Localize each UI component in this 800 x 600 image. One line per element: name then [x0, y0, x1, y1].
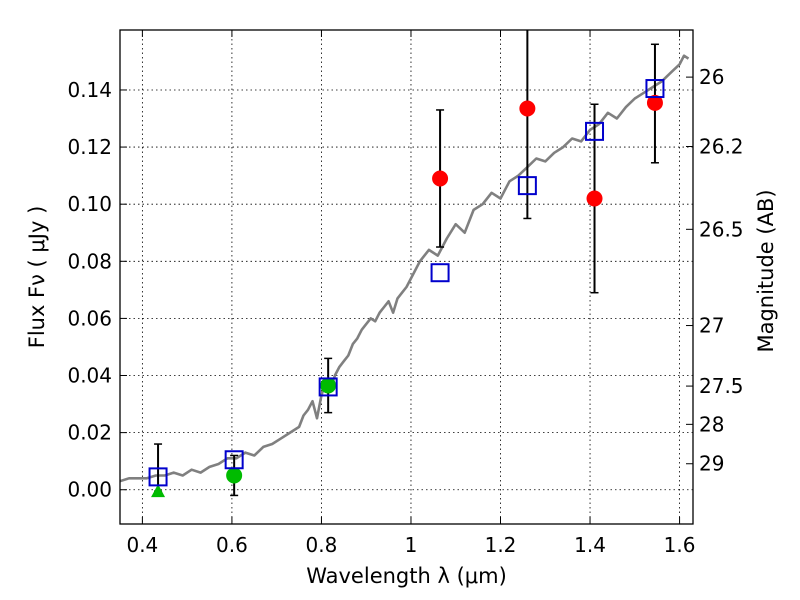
y2-tick-label: 27.5	[699, 374, 744, 398]
y-tick-label: 0.08	[67, 249, 112, 273]
data-point-circle	[226, 467, 243, 484]
data-point-square	[224, 450, 244, 470]
data-point-square	[585, 121, 605, 141]
data-point-circle	[519, 100, 536, 117]
y2-tick-label: 27	[699, 314, 724, 338]
x-tick-label: 0.8	[306, 533, 338, 557]
model-spectrum-line	[119, 54, 690, 483]
y-tick-label: 0.14	[67, 78, 112, 102]
data-point-circle	[586, 190, 603, 207]
x-tick-label: 1.6	[664, 533, 696, 557]
x-tick-label: 1.4	[574, 533, 606, 557]
y-tick-label: 0.10	[67, 192, 112, 216]
data-point-circle	[320, 377, 337, 394]
data-point-circle	[646, 94, 663, 111]
x-tick-label: 1	[405, 533, 418, 557]
y2-tick-label: 26.5	[699, 217, 744, 241]
y2-tick-label: 28	[699, 412, 724, 436]
x-tick-label: 1.2	[485, 533, 517, 557]
data-point-square	[318, 377, 338, 397]
y2-tick-label: 26.2	[699, 135, 744, 159]
y-axis-label: Flux Fν ( μJy )	[25, 206, 49, 349]
y2-tick-label: 26	[699, 65, 724, 89]
x-axis-label: Wavelength λ (μm)	[306, 564, 507, 588]
y2-axis-label: Magnitude (AB)	[754, 189, 778, 352]
grid-lines	[120, 30, 693, 524]
data-point-square	[645, 79, 665, 99]
axis-ticks: 0.4 0.6 0.8 1 1.2 1.4 1.6 0.00 0.02 0.04 0.06 0.08 0…	[67, 30, 744, 557]
y-tick-label: 0.00	[67, 478, 112, 502]
y-tick-label: 0.02	[67, 421, 112, 445]
y-tick-label: 0.04	[67, 364, 112, 388]
x-tick-label: 0.4	[126, 533, 158, 557]
y2-tick-label: 29	[699, 452, 724, 476]
y-tick-label: 0.12	[67, 135, 112, 159]
data-points	[148, 30, 665, 498]
plot-frame	[119, 29, 694, 525]
data-point-square	[430, 263, 450, 283]
data-point-square	[148, 467, 168, 487]
y-tick-label: 0.06	[67, 306, 112, 330]
data-point-triangle	[151, 484, 166, 498]
data-point-square	[517, 176, 537, 196]
data-point-circle	[432, 170, 449, 187]
model-spectrum	[119, 54, 690, 483]
x-tick-label: 0.6	[216, 533, 248, 557]
